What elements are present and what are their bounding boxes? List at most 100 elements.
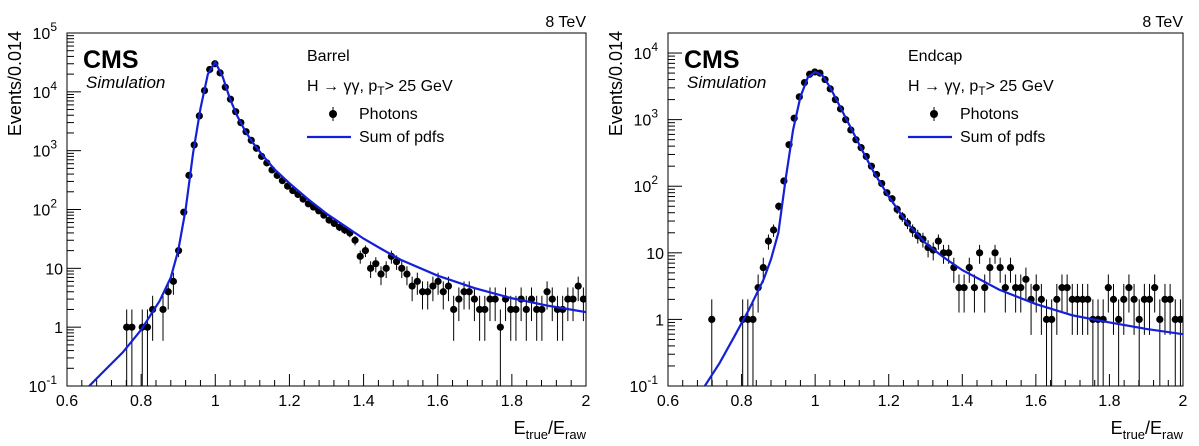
y-tick-base: 1 xyxy=(655,312,664,329)
data-point xyxy=(775,202,783,210)
experiment-label: CMS xyxy=(83,46,139,74)
data-point xyxy=(470,295,479,303)
data-point xyxy=(403,270,411,278)
data-point xyxy=(759,263,767,272)
experiment-sublabel: Simulation xyxy=(687,73,766,92)
y-tick-exponent: 2 xyxy=(651,173,658,187)
data-point xyxy=(1037,295,1045,303)
data-point xyxy=(408,282,416,290)
data-point xyxy=(1063,284,1071,292)
data-point xyxy=(945,249,953,257)
data-point xyxy=(164,288,172,296)
data-point xyxy=(486,295,494,303)
data-point xyxy=(986,263,994,272)
data-point xyxy=(512,305,520,314)
y-axis-label: Events/0.014 xyxy=(606,31,626,136)
data-point xyxy=(996,263,1004,272)
selection-text: H → γγ, p xyxy=(307,78,377,95)
y-tick-label: 10-1 xyxy=(630,373,659,396)
y-tick-base: 10 xyxy=(634,113,652,130)
data-point xyxy=(934,237,942,245)
data-point xyxy=(579,295,586,303)
data-point xyxy=(991,249,999,257)
fit-curve-sum-of-pdfs xyxy=(88,59,586,386)
data-point xyxy=(1084,295,1092,303)
y-tick-base: 10 xyxy=(29,379,47,396)
data-point xyxy=(434,277,442,285)
x-tick-label: 0.6 xyxy=(657,393,679,410)
data-point xyxy=(128,323,136,331)
y-tick-base: 10 xyxy=(45,261,63,278)
data-point xyxy=(1078,295,1087,303)
y-tick-exponent: -1 xyxy=(46,373,57,387)
y-axis-ticks xyxy=(67,32,81,387)
data-point xyxy=(361,247,370,255)
fit-curve-sum-of-pdfs xyxy=(703,70,1183,386)
y-tick-base: 10 xyxy=(33,203,51,220)
data-point xyxy=(382,264,390,272)
data-point xyxy=(749,315,757,324)
y-tick-exponent: 4 xyxy=(50,79,57,93)
x-tick-label: 1 xyxy=(811,393,820,410)
y-tick-base: 10 xyxy=(630,379,648,396)
y-tick-exponent: 3 xyxy=(651,107,658,121)
data-point xyxy=(533,305,541,314)
selection-subscript: T xyxy=(978,84,986,98)
data-point xyxy=(356,252,364,260)
data-point xyxy=(1109,295,1118,303)
data-point xyxy=(325,216,333,224)
selection-subscript: T xyxy=(377,84,385,98)
x-label-sub-true: true xyxy=(526,427,548,441)
data-point xyxy=(1058,284,1066,292)
y-axis-ticks xyxy=(668,32,682,387)
y-tick-label: 10 xyxy=(646,246,664,263)
data-point xyxy=(143,323,152,331)
data-point xyxy=(1176,315,1183,324)
data-point xyxy=(351,236,359,244)
data-point xyxy=(491,295,499,303)
data-point xyxy=(744,315,752,324)
data-point xyxy=(1012,284,1020,292)
data-point xyxy=(1048,315,1056,324)
data-point xyxy=(1130,295,1138,303)
data-point xyxy=(975,249,984,257)
y-tick-base: 10 xyxy=(634,46,652,63)
x-tick-label: 2 xyxy=(582,393,591,410)
selection-label: H → γγ, pT> 25 GeV xyxy=(908,78,1054,98)
y-tick-label: 10 xyxy=(45,261,63,278)
y-tick-exponent: 5 xyxy=(50,20,57,34)
y-tick-label: 102 xyxy=(33,197,58,220)
y-tick-base: 10 xyxy=(634,179,652,196)
legend: Photons Sum of pdfs xyxy=(307,106,444,146)
data-point xyxy=(392,258,401,266)
data-point xyxy=(970,284,979,292)
data-point xyxy=(1006,263,1015,272)
data-point xyxy=(455,295,463,303)
x-label-mid: /E xyxy=(1145,418,1162,438)
legend-label-pdfs: Sum of pdfs xyxy=(359,129,444,146)
x-label-main: E xyxy=(514,418,526,438)
data-point xyxy=(159,305,167,314)
x-tick-label: 1.8 xyxy=(1098,393,1120,410)
y-tick-label: 103 xyxy=(634,107,659,130)
x-axis-ticks xyxy=(667,374,1184,386)
x-tick-label: 1.2 xyxy=(878,393,900,410)
y-tick-label: 105 xyxy=(33,20,58,43)
y-tick-label: 104 xyxy=(634,40,659,63)
data-point xyxy=(1156,315,1164,324)
data-point xyxy=(429,282,437,290)
legend: Photons Sum of pdfs xyxy=(908,106,1045,146)
data-point xyxy=(1032,284,1040,292)
data-point xyxy=(1161,295,1169,303)
data-point xyxy=(1151,284,1159,292)
data-point xyxy=(1115,315,1123,324)
x-label-sub-true: true xyxy=(1123,427,1145,441)
legend-label-photons: Photons xyxy=(359,106,418,123)
region-label: Endcap xyxy=(908,48,962,65)
y-tick-base: 1 xyxy=(54,320,63,337)
data-point xyxy=(444,282,453,290)
data-point xyxy=(398,264,406,272)
data-point xyxy=(1104,284,1112,292)
data-point xyxy=(476,305,484,314)
